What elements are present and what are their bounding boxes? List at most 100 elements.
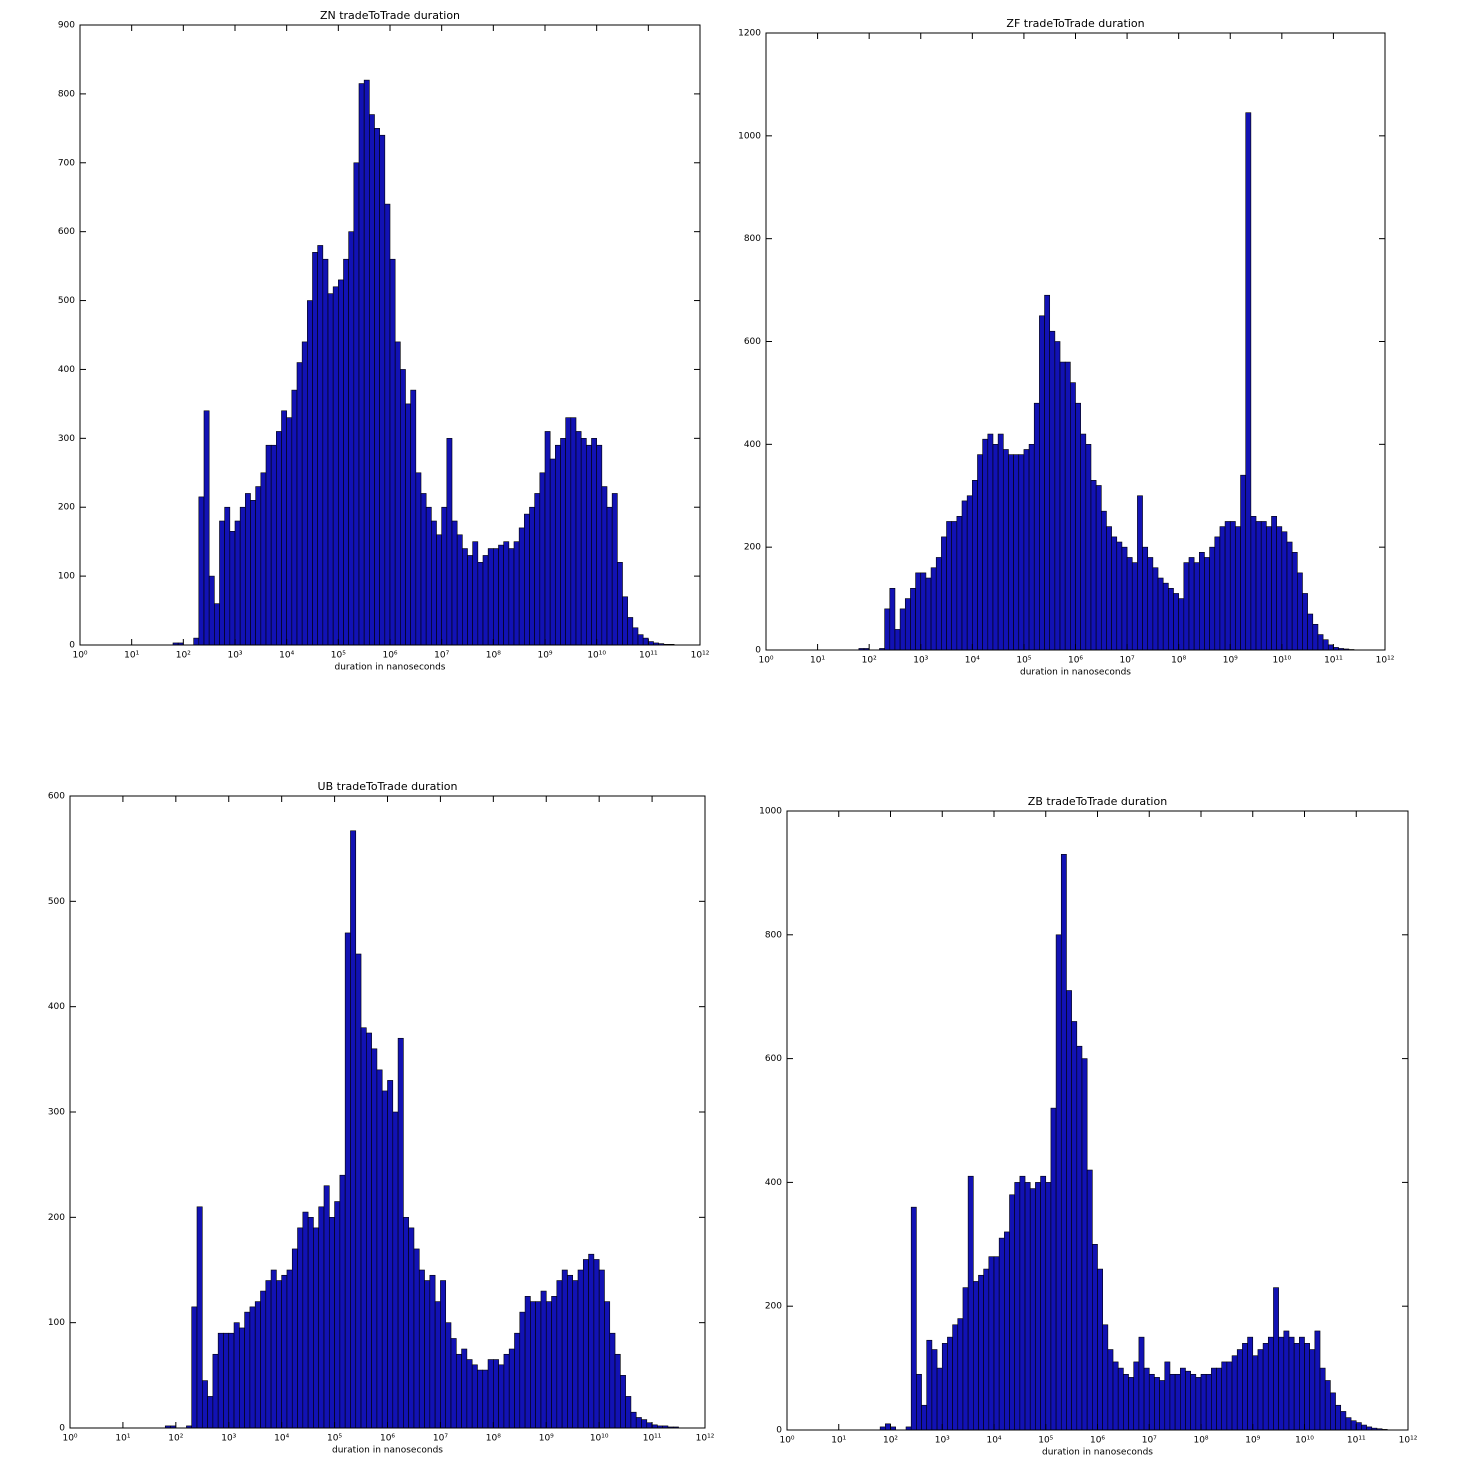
bar [410, 389, 417, 646]
bar [1169, 1373, 1176, 1431]
bar [369, 114, 375, 646]
bar [586, 444, 592, 646]
bar [565, 417, 572, 646]
bar [1335, 1404, 1342, 1431]
bar [1102, 1324, 1109, 1431]
x-tick-label: 10³ [935, 1436, 950, 1446]
x-tick-label: 10¹¹ [643, 1434, 662, 1444]
bar [1240, 474, 1247, 651]
bar [591, 438, 597, 646]
bar [899, 608, 906, 651]
x-tick-label: 10² [168, 1434, 183, 1444]
bar [1028, 444, 1035, 651]
y-tick-label: 1200 [738, 29, 761, 39]
bar [239, 1327, 245, 1429]
bar [360, 1027, 367, 1429]
chart-title: UB tradeToTrade duration [318, 780, 458, 793]
bar [1081, 1058, 1088, 1431]
bar [915, 572, 922, 651]
bar [1257, 1349, 1264, 1431]
y-tick-label: 200 [765, 1302, 782, 1312]
bar [967, 1175, 974, 1431]
y-tick-label: 0 [776, 1426, 782, 1436]
bar [1050, 1107, 1057, 1431]
bar [1195, 1377, 1202, 1431]
bar [418, 1269, 425, 1429]
bar [1214, 536, 1221, 651]
bar [1312, 623, 1319, 651]
bar [191, 1306, 198, 1429]
bar [1085, 444, 1092, 651]
bar [575, 431, 582, 646]
bar [625, 1396, 632, 1429]
bar [529, 506, 535, 646]
bar [1297, 572, 1303, 651]
bar [1019, 1175, 1026, 1431]
bar [208, 575, 215, 646]
bar [466, 1359, 473, 1429]
bar [1111, 536, 1118, 651]
bar [1322, 639, 1329, 651]
bar [193, 637, 200, 646]
bar [513, 541, 520, 646]
y-tick-label: 500 [58, 296, 75, 306]
bar [317, 245, 324, 646]
bar [596, 444, 603, 646]
bar [1076, 1045, 1083, 1431]
bar [1307, 613, 1314, 651]
x-tick-label: 10⁶ [1090, 1436, 1105, 1446]
bar [1138, 1336, 1145, 1431]
bar [972, 480, 978, 651]
bar [1317, 634, 1324, 651]
bar [916, 1373, 922, 1431]
bar [1064, 361, 1071, 651]
bar [530, 1301, 536, 1429]
bar [456, 534, 463, 646]
bar [1045, 1182, 1052, 1431]
bar [544, 431, 551, 646]
x-tick-label: 10⁴ [274, 1434, 289, 1444]
bar [588, 1253, 595, 1429]
bar [332, 286, 339, 646]
bar [467, 555, 473, 646]
bar [630, 1411, 637, 1429]
bar [1018, 454, 1025, 651]
bar [338, 279, 344, 646]
bar [1080, 433, 1087, 651]
bar [534, 493, 541, 646]
x-tick-label: 10³ [221, 1434, 236, 1444]
bar [926, 1339, 933, 1431]
bar [487, 548, 494, 646]
bar [1314, 1330, 1321, 1431]
bar [1219, 526, 1226, 651]
bar [348, 231, 355, 646]
bar [1302, 593, 1308, 651]
bar [1245, 112, 1252, 651]
bar [477, 1369, 484, 1429]
bar [302, 1211, 309, 1429]
bar [920, 572, 927, 651]
y-tick-label: 600 [744, 337, 761, 347]
bar [1173, 593, 1179, 651]
bar [477, 562, 484, 646]
bar [561, 1269, 568, 1429]
bar [441, 506, 448, 646]
bar [1116, 541, 1123, 651]
bar [461, 1348, 468, 1429]
bar [233, 1322, 240, 1429]
bar [472, 541, 479, 646]
bar [1126, 557, 1133, 651]
bar [413, 1248, 420, 1429]
y-tick-label: 200 [744, 543, 761, 553]
bar [957, 1318, 964, 1431]
bar [244, 1311, 251, 1429]
bar [265, 1280, 272, 1429]
x-tick-label: 10¹¹ [1347, 1436, 1366, 1446]
bar [961, 500, 968, 651]
bar [904, 598, 911, 651]
bar [1128, 1377, 1135, 1431]
x-tick-label: 10⁷ [433, 1434, 448, 1444]
bar [952, 1324, 959, 1431]
x-tick-label: 10⁴ [279, 651, 294, 661]
bar [641, 1419, 648, 1429]
